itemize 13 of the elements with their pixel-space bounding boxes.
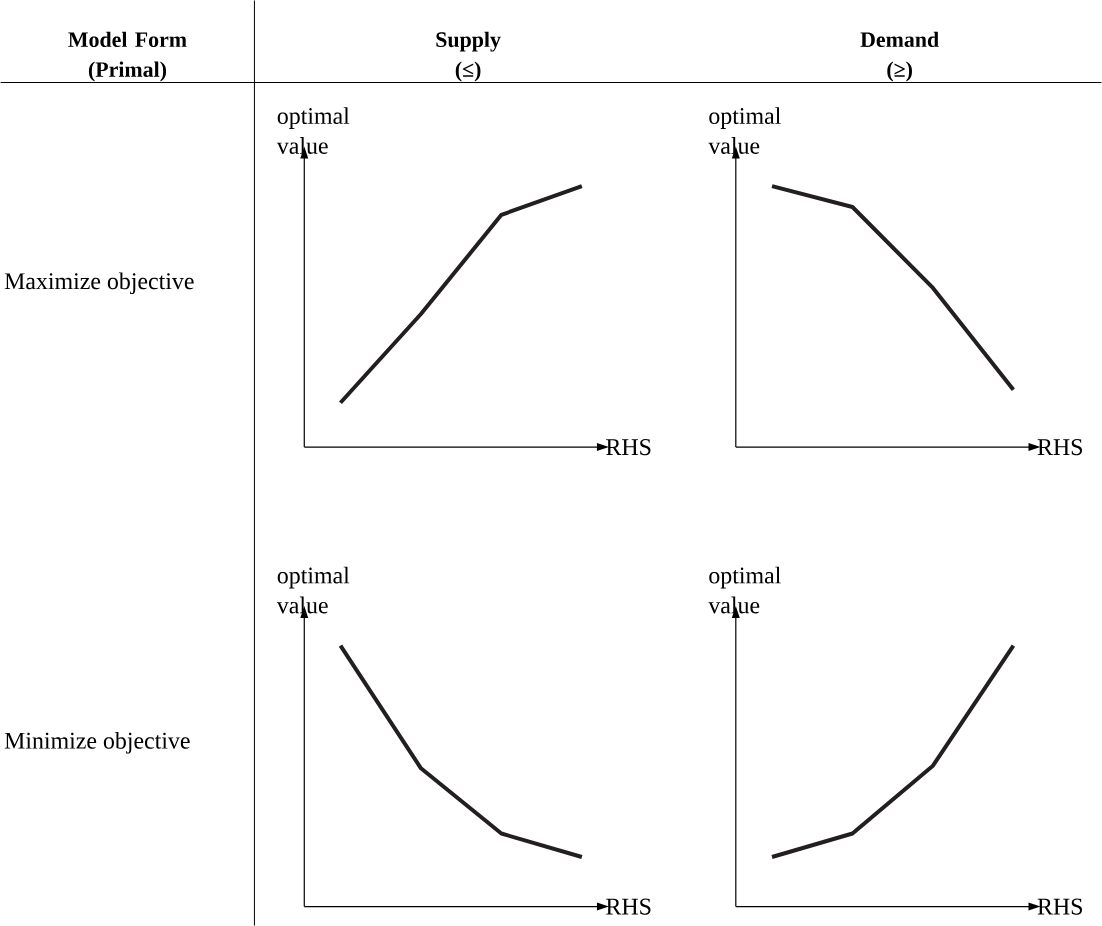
chart-title: Demand (≥) [860, 31, 939, 82]
y-axis-title: optimal value [276, 566, 350, 614]
text: Minimize objective [4, 731, 190, 754]
text: Maximize objective [4, 272, 194, 295]
x-axis-title: RHS [606, 898, 651, 915]
y-axis-title: optimal value [276, 107, 350, 154]
y-axis-title: optimal value [708, 107, 781, 154]
x-axis-title: RHS [606, 438, 651, 456]
chart-title: Supply (≤) [436, 31, 501, 82]
text: Model Form (Primal) [68, 31, 187, 82]
x-axis-title: RHS [1037, 438, 1082, 456]
y-axis-title: optimal value [708, 566, 781, 614]
x-axis-title: RHS [1037, 898, 1082, 915]
